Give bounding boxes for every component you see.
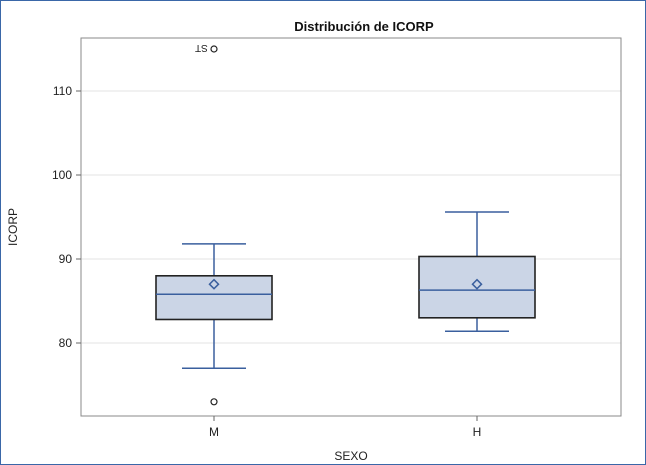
x-tick-label: H (473, 425, 482, 439)
y-tick-label: 100 (52, 168, 72, 182)
plot-area (80, 37, 622, 417)
y-tick-label: 90 (59, 252, 73, 266)
box-M: ST (155, 42, 273, 406)
outlier-point (210, 398, 218, 406)
y-axis-title: ICORP (6, 208, 20, 246)
x-axis-title: SEXO (334, 449, 367, 463)
box-iqr (155, 274, 273, 321)
box-series: ST (155, 42, 536, 406)
chart-title: Distribución de ICORP (294, 19, 434, 34)
y-axis: 80 90 100 110 (52, 84, 81, 350)
mean-marker (208, 278, 220, 290)
box-H (418, 211, 536, 332)
x-tick-label: M (209, 425, 219, 439)
outlier-point (210, 45, 218, 53)
y-tick-label: 80 (59, 336, 73, 350)
mean-marker (471, 278, 483, 290)
y-tick-label: 110 (53, 84, 72, 98)
outlier-label: ST (195, 42, 208, 53)
